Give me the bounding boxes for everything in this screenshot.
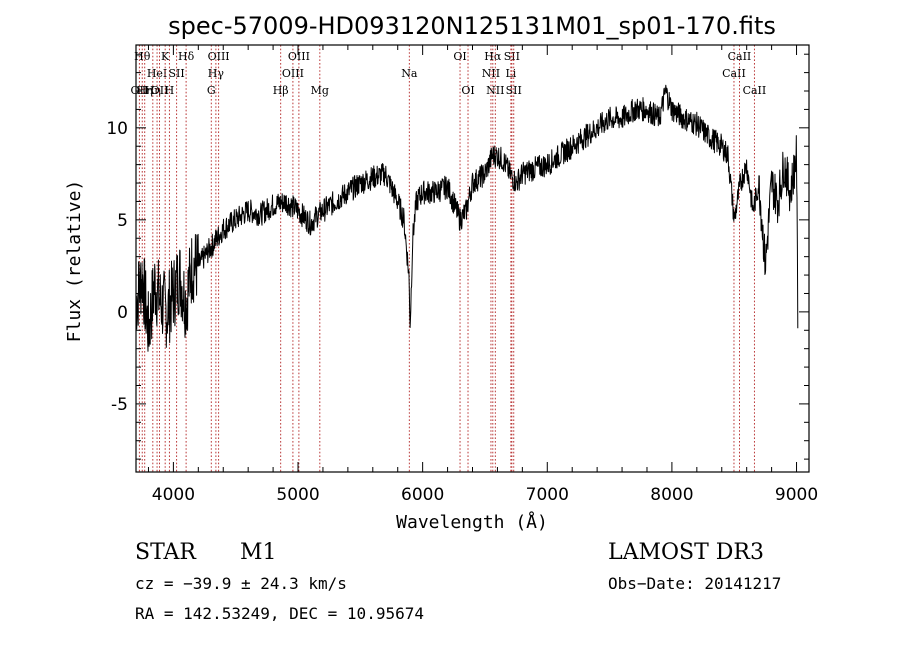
spectral-line-label: Hβ xyxy=(273,84,289,97)
spectral-line-label: SII xyxy=(169,67,185,80)
spectral-line-label: HeI xyxy=(147,67,167,80)
spectral-line-label: NII xyxy=(486,84,504,97)
object-subclass: M1 xyxy=(240,540,277,565)
x-axis-label: Wavelength (Å) xyxy=(396,511,548,533)
spectral-line-label: OIII xyxy=(288,50,310,63)
spectral-line-label: H xyxy=(165,84,175,97)
x-tick-label: 6000 xyxy=(401,485,444,505)
spectral-line-label: Hδ xyxy=(178,50,195,63)
x-tick-label: 4000 xyxy=(152,485,195,505)
observation-date: Obs−Date: 20141217 xyxy=(608,574,782,593)
spectral-line-label: CaII xyxy=(743,84,767,97)
spectral-line-label: OIII xyxy=(208,50,230,63)
x-tick-label: 5000 xyxy=(276,485,319,505)
spectral-line-label: Hγ xyxy=(208,67,225,80)
chart-title: spec-57009-HD093120N125131M01_sp01-170.f… xyxy=(168,12,776,40)
spectral-line-label: CaII xyxy=(728,50,752,63)
spectral-line-label: K xyxy=(161,50,170,63)
y-tick-label: 0 xyxy=(117,303,128,323)
spectral-line-label: CaII xyxy=(722,67,746,80)
spectral-line-label: OI xyxy=(453,50,466,63)
x-tick-label: 7000 xyxy=(526,485,569,505)
spectral-line-label: Hη xyxy=(145,84,161,97)
spectral-line-label: Hα xyxy=(484,50,502,63)
spectral-line-label: Na xyxy=(401,67,418,80)
spectral-line-label: SII xyxy=(504,50,520,63)
object-class: STAR xyxy=(135,540,196,565)
y-tick-label: 10 xyxy=(106,119,128,139)
spectral-line-label: OIII xyxy=(282,67,304,80)
survey-name: LAMOST DR3 xyxy=(608,540,764,565)
x-tick-label: 9000 xyxy=(775,485,818,505)
spectral-line-label: G xyxy=(207,84,216,97)
spectral-line-label: OII xyxy=(131,84,149,97)
spectral-line-label: OII xyxy=(151,84,169,97)
redshift-cz: cz = −39.9 ± 24.3 km/s xyxy=(135,574,347,593)
spectral-line-label: Mg xyxy=(311,84,329,97)
spectral-line-label: Li xyxy=(505,67,516,80)
spectral-line-label: Hη xyxy=(137,84,153,97)
spectral-line-label: SII xyxy=(506,84,522,97)
y-axis-label: Flux (relative) xyxy=(64,180,85,343)
x-tick-label: 8000 xyxy=(650,485,693,505)
coordinates: RA = 142.53249, DEC = 10.95674 xyxy=(135,604,424,623)
spectrum-series-line xyxy=(135,84,799,352)
y-tick-label: 5 xyxy=(117,211,128,231)
spectral-line-label: NII xyxy=(482,67,500,80)
y-tick-label: -5 xyxy=(111,395,128,415)
plot-frame xyxy=(135,44,810,473)
spectral-line-label: OI xyxy=(461,84,474,97)
spectral-line-label: Hθ xyxy=(134,50,151,63)
